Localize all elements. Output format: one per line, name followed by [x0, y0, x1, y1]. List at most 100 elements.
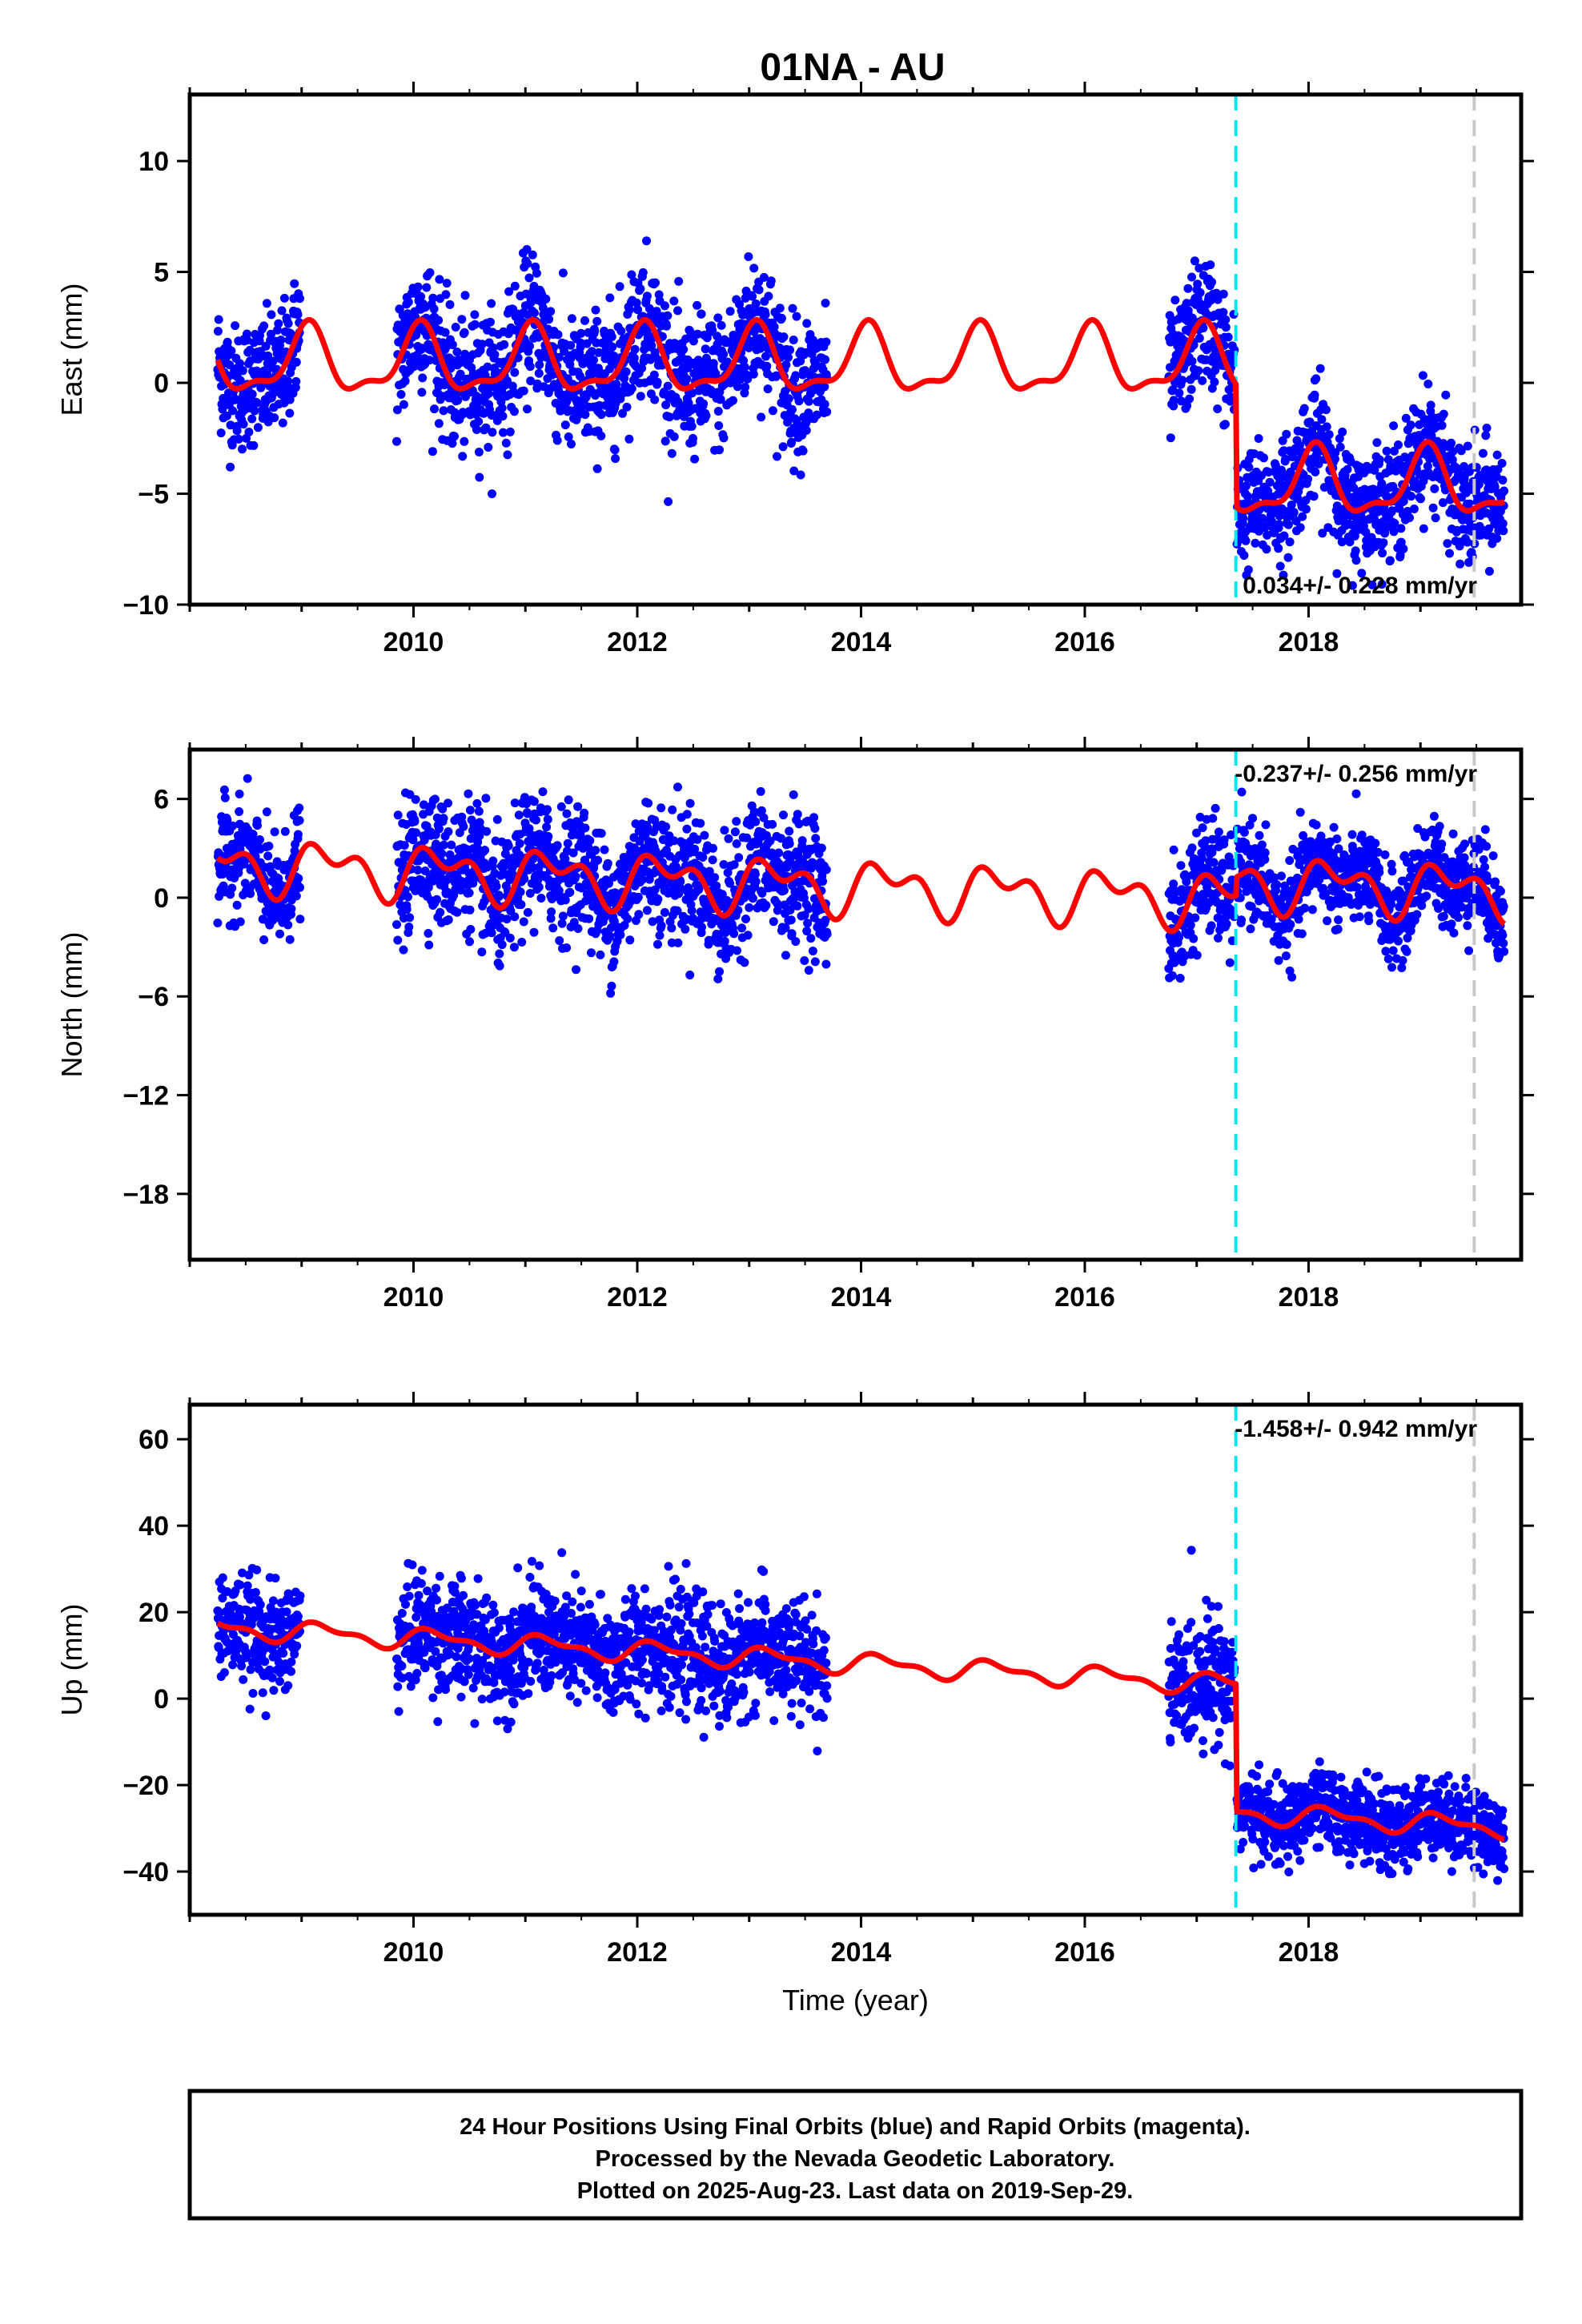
data-point [1287, 972, 1297, 982]
data-point [259, 935, 269, 944]
data-point [595, 400, 604, 410]
data-point [796, 470, 805, 480]
data-point [543, 805, 552, 814]
data-point [697, 923, 706, 932]
data-point [571, 871, 580, 881]
data-point [501, 438, 511, 448]
data-point [1423, 380, 1433, 388]
data-point [1462, 488, 1472, 497]
data-point [662, 321, 671, 331]
data-point [411, 794, 420, 804]
data-point [1237, 915, 1246, 925]
data-point [1492, 533, 1502, 543]
data-point [405, 790, 415, 799]
data-point [1387, 963, 1396, 972]
data-point [279, 293, 289, 303]
data-point [1283, 553, 1293, 562]
data-point [660, 301, 669, 311]
data-point [283, 319, 293, 328]
data-point [528, 250, 537, 259]
data-point [785, 345, 795, 355]
data-point [1187, 356, 1197, 366]
data-point [584, 842, 593, 852]
data-point [700, 830, 709, 840]
data-point [719, 860, 729, 869]
data-point [484, 389, 493, 398]
data-point [1198, 823, 1207, 833]
data-point [769, 917, 778, 927]
east-data-points [213, 236, 1509, 590]
data-point [796, 356, 805, 366]
data-point [441, 290, 451, 300]
data-point [248, 830, 258, 839]
data-point [1372, 438, 1382, 448]
data-point [252, 398, 262, 408]
data-point [1492, 450, 1502, 460]
east-plot-frame [187, 92, 1524, 607]
data-point [604, 364, 614, 374]
data-point [720, 826, 729, 835]
data-point [1418, 371, 1427, 380]
data-point [778, 442, 788, 452]
data-point [1224, 852, 1234, 862]
data-point [487, 299, 496, 308]
data-point [651, 278, 660, 287]
data-point [1185, 394, 1195, 404]
data-point [420, 866, 430, 875]
data-point [1375, 867, 1384, 877]
data-point [293, 310, 303, 320]
data-point [424, 940, 434, 950]
data-point [523, 404, 532, 414]
data-point [1456, 446, 1466, 456]
data-point [808, 947, 817, 955]
data-point [456, 369, 465, 379]
data-point [1339, 514, 1348, 524]
data-point [616, 326, 626, 336]
data-point [1389, 421, 1399, 431]
data-point [716, 395, 725, 404]
data-point [1438, 498, 1447, 508]
data-point [1463, 441, 1472, 451]
x-tick-label: 2016 [1054, 627, 1115, 657]
data-point [1394, 440, 1403, 449]
data-point [1214, 933, 1223, 943]
data-point [220, 793, 230, 802]
data-point [804, 966, 813, 975]
data-point [1499, 526, 1508, 536]
data-point [538, 304, 548, 312]
data-point [514, 810, 524, 820]
data-point [516, 887, 525, 897]
data-point [1289, 508, 1299, 517]
data-point [294, 874, 303, 883]
data-point [1259, 453, 1268, 463]
data-point [1387, 866, 1397, 876]
data-point [410, 817, 420, 826]
data-point [1300, 903, 1310, 913]
data-point [1194, 366, 1203, 376]
data-point [1244, 462, 1254, 472]
data-point [596, 829, 606, 838]
data-point [580, 808, 589, 818]
data-point [1380, 850, 1390, 859]
data-point [1183, 283, 1193, 293]
data-point [1262, 545, 1271, 554]
data-point [529, 797, 539, 806]
data-point [264, 842, 274, 850]
data-point [262, 299, 271, 308]
data-point [247, 414, 257, 424]
data-point [600, 845, 609, 854]
data-point [765, 836, 775, 846]
data-point [610, 445, 620, 455]
data-point [400, 841, 409, 850]
data-point [494, 891, 504, 901]
data-point [430, 404, 439, 414]
data-point [1454, 913, 1463, 923]
data-point [761, 901, 771, 910]
data-point [1281, 951, 1291, 961]
data-point [523, 259, 532, 268]
data-point [249, 440, 259, 450]
data-point [447, 840, 456, 850]
data-point [793, 810, 802, 819]
data-point [295, 915, 305, 924]
data-point [800, 911, 809, 920]
